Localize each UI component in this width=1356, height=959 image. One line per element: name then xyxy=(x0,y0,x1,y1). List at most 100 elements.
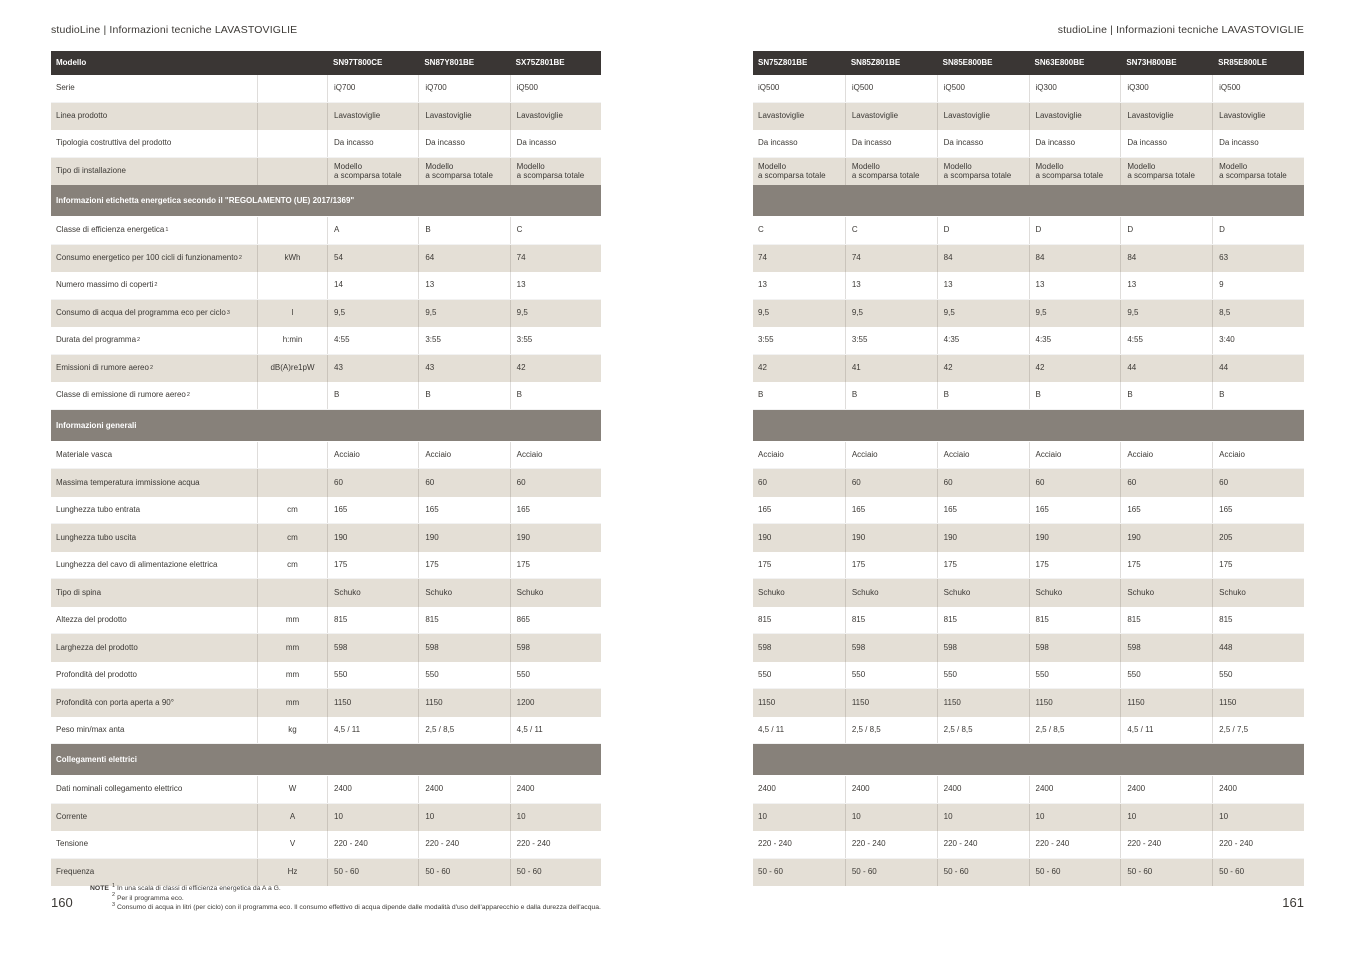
row-unit xyxy=(257,75,327,102)
table-row: 598 598 598 598 598 448 xyxy=(753,634,1304,662)
cell-value: 1200 xyxy=(509,689,601,717)
cell-value: Da incasso xyxy=(418,130,509,157)
table-row: Tipo di spina Schuko Schuko Schuko xyxy=(51,579,601,607)
cell-value: 448 xyxy=(1212,634,1304,662)
cell-value: 3:40 xyxy=(1212,327,1304,354)
cell-value: Lavastoviglie xyxy=(509,102,601,130)
cell-value: Modello a scomparsa totale xyxy=(1028,157,1121,185)
table-row: Massima temperatura immissione acqua 60 60… xyxy=(51,469,601,497)
cell-value: 84 xyxy=(1028,244,1121,272)
cell-value: 165 xyxy=(418,496,509,523)
cell-value: 9 xyxy=(1212,272,1304,299)
footnote: 2 Per il programma eco. xyxy=(112,892,184,902)
cell-value: 13 xyxy=(844,272,937,299)
page-right: studioLine | Informazioni tecniche LAVAS… xyxy=(753,24,1304,886)
cell-value: 815 xyxy=(1028,606,1121,633)
cell-value: B xyxy=(418,217,509,244)
cell-value: 190 xyxy=(327,524,418,552)
cell-value: Lavastoviglie xyxy=(936,102,1029,130)
cell-value: Modello a scomparsa totale xyxy=(418,157,509,185)
row-unit: cm xyxy=(257,496,327,523)
cell-value: Modello a scomparsa totale xyxy=(758,161,826,181)
cell-value: 50 - 60 xyxy=(1120,858,1212,886)
cell-value: 50 - 60 xyxy=(844,858,937,886)
row-unit xyxy=(257,217,327,244)
cell-value: 9,5 xyxy=(844,299,937,327)
cell-value: B xyxy=(1212,382,1304,409)
cell-value: 50 - 60 xyxy=(509,858,601,886)
table-row: Profondità del prodotto mm 550 550 550 xyxy=(51,661,601,689)
row-label: Larghezza del prodotto xyxy=(56,642,138,652)
cell-value: 9,5 xyxy=(418,299,509,327)
cell-value: Modello a scomparsa totale xyxy=(327,157,418,185)
cell-value: 60 xyxy=(844,469,937,497)
table-row: Classe di emissione di rumore aereo 2 B B B xyxy=(51,382,601,410)
cell-value: B xyxy=(1028,382,1121,409)
table-row: Dati nominali collegamento elettrico W 240… xyxy=(51,776,601,804)
cell-value: 4:55 xyxy=(1120,327,1212,354)
cell-value: 190 xyxy=(418,524,509,552)
cell-value: 60 xyxy=(936,469,1029,497)
cell-value: Modello a scomparsa totale xyxy=(1212,157,1304,185)
cell-value: 550 xyxy=(327,661,418,688)
row-unit xyxy=(257,272,327,299)
cell-value: 2400 xyxy=(509,776,601,803)
table-row: Lunghezza tubo uscita cm 190 190 190 xyxy=(51,524,601,552)
cell-value: 165 xyxy=(936,496,1029,523)
cell-value: C xyxy=(758,225,764,235)
table-row: 10 10 10 10 10 10 xyxy=(753,803,1304,831)
row-unit: cm xyxy=(257,524,327,552)
row-label: Peso min/max anta xyxy=(56,724,125,734)
cell-value: 4,5 / 11 xyxy=(1120,716,1212,743)
cell-value: 175 xyxy=(1120,551,1212,578)
cell-value: 60 xyxy=(1028,469,1121,497)
table-row: 190 190 190 190 190 205 xyxy=(753,524,1304,552)
table-row: Schuko Schuko Schuko Schuko Schuko Schuko xyxy=(753,579,1304,607)
row-unit: mm xyxy=(257,689,327,717)
row-label: Dati nominali collegamento elettrico xyxy=(56,784,183,794)
cell-value: Lavastoviglie xyxy=(1212,102,1304,130)
table-row: Numero massimo di coperti 2 14 13 13 xyxy=(51,272,601,300)
row-unit: kWh xyxy=(257,244,327,272)
cell-value: 3:55 xyxy=(758,335,774,345)
row-unit xyxy=(257,441,327,468)
cell-value: 2400 xyxy=(1120,776,1212,803)
section-title-row: Informazioni etichetta energetica second… xyxy=(51,185,601,216)
model-column-header: SN85Z801BE xyxy=(850,58,901,68)
row-label: Frequenza xyxy=(56,867,95,877)
row-unit: h:min xyxy=(257,327,327,354)
cell-value: 1150 xyxy=(1028,689,1121,717)
row-label: Numero massimo di coperti 2 xyxy=(56,280,158,290)
table-row: 42 41 42 42 44 44 xyxy=(753,354,1304,382)
cell-value: 220 - 240 xyxy=(758,839,792,849)
cell-value: 60 xyxy=(327,469,418,497)
cell-value: 13 xyxy=(418,272,509,299)
cell-value: 54 xyxy=(327,244,418,272)
cell-value: 598 xyxy=(509,634,601,662)
cell-value: 175 xyxy=(1028,551,1121,578)
cell-value: 220 - 240 xyxy=(418,831,509,858)
row-unit: mm xyxy=(257,661,327,688)
cell-value: 9,5 xyxy=(509,299,601,327)
table-body-right: iQ500 iQ500 iQ500 iQ300 iQ300 iQ500 Lavastovig… xyxy=(753,75,1304,886)
cell-value: Lavastoviglie xyxy=(844,102,937,130)
model-column-header: SN87Y801BE xyxy=(424,58,475,68)
table-row: 4,5 / 11 2,5 / 8,5 2,5 / 8,5 2,5 / 8,5 4,5 /… xyxy=(753,716,1304,744)
cell-value: 13 xyxy=(758,280,767,290)
cell-value: 190 xyxy=(1120,524,1212,552)
cell-value: 550 xyxy=(844,661,937,688)
row-unit: V xyxy=(257,831,327,858)
table-row: Classe di efficienza energetica 1 A B C xyxy=(51,217,601,245)
cell-value: 190 xyxy=(1028,524,1121,552)
cell-value: iQ300 xyxy=(1028,75,1121,102)
cell-value: 165 xyxy=(1120,496,1212,523)
cell-value: 815 xyxy=(327,606,418,633)
cell-value: 815 xyxy=(418,606,509,633)
cell-value: Schuko xyxy=(509,579,601,607)
cell-value: C xyxy=(844,217,937,244)
cell-value: 598 xyxy=(418,634,509,662)
cell-value: 865 xyxy=(509,606,601,633)
cell-value: 2400 xyxy=(1028,776,1121,803)
cell-value: 42 xyxy=(1028,354,1121,382)
